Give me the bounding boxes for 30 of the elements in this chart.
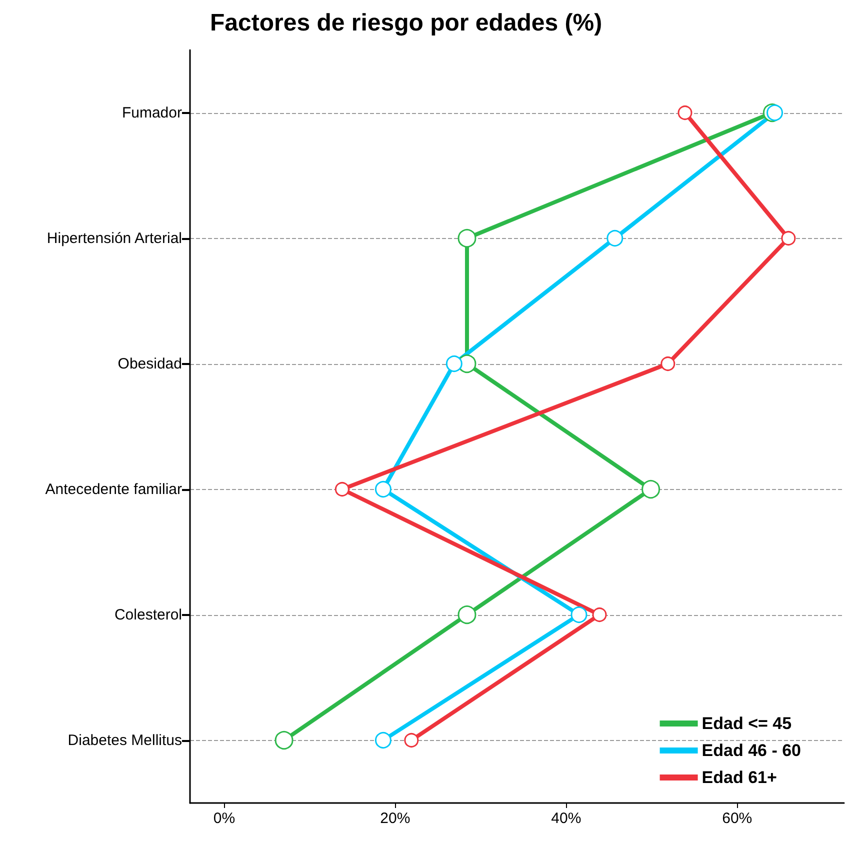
x-tick-label: 40% — [551, 810, 582, 827]
x-tick-label: 0% — [213, 810, 236, 827]
point — [458, 606, 476, 624]
x-tick-label: 60% — [722, 810, 752, 827]
y-tick-label: Obesidad — [118, 355, 182, 372]
point — [274, 731, 294, 750]
point — [374, 732, 392, 748]
x-tick-label: 20% — [380, 810, 410, 827]
y-tick-label: Hipertensión Arterial — [46, 230, 182, 247]
y-tick-label: Fumador — [122, 104, 182, 122]
point — [446, 356, 462, 372]
y-tick-label: Antecedente familiar — [45, 480, 182, 498]
point — [766, 104, 784, 121]
point — [458, 229, 476, 248]
point — [642, 480, 660, 498]
y-tick-label: Diabetes Mellitus — [68, 732, 182, 749]
point — [606, 230, 624, 246]
y-tick-label: Colesterol — [114, 606, 182, 624]
point — [592, 608, 607, 622]
point — [570, 606, 588, 623]
point — [404, 733, 419, 748]
legend-label: Edad 61+ — [702, 768, 777, 787]
legend-label: Edad <= 45 — [702, 714, 792, 733]
point — [334, 482, 350, 496]
chart-title: Factores de riesgo por edades (%) — [210, 10, 602, 36]
point — [660, 356, 676, 371]
point — [678, 106, 692, 120]
legend-label: Edad 46 - 60 — [702, 741, 802, 760]
point — [374, 481, 392, 498]
point — [781, 231, 796, 246]
